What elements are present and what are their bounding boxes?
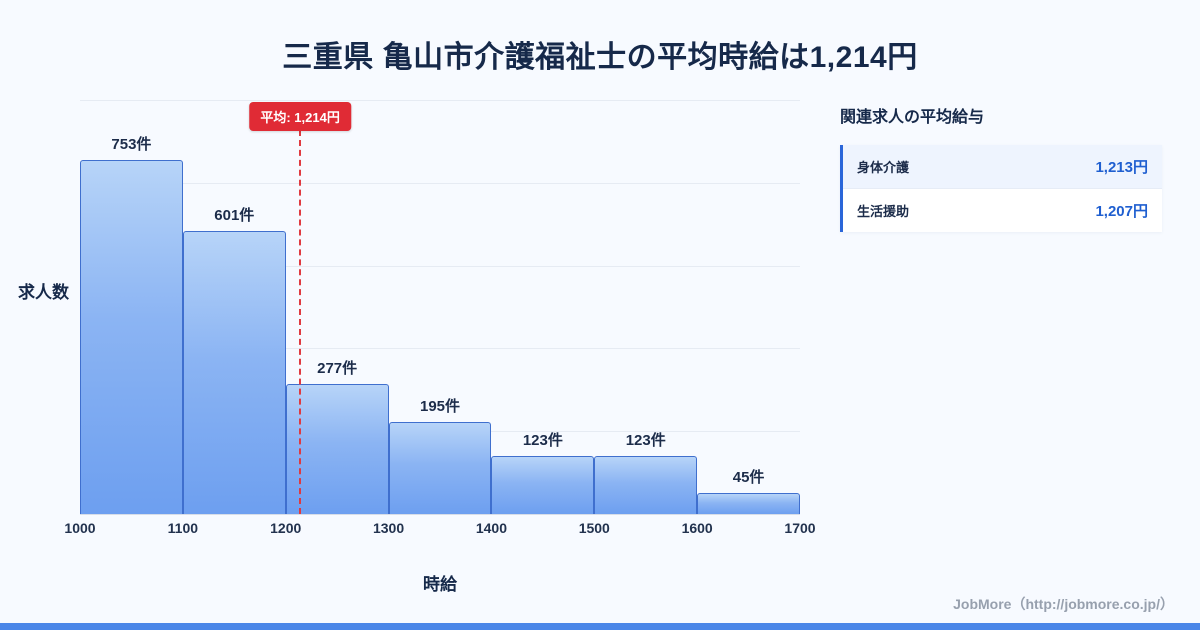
- gridline: [80, 182, 800, 184]
- related-jobs-heading: 関連求人の平均給与: [840, 109, 985, 126]
- related-job-value: 1,213円: [1095, 159, 1148, 176]
- bar: [285, 383, 389, 514]
- bar-value-label: 45件: [732, 468, 765, 486]
- bar-slot: 601件: [182, 100, 286, 514]
- gridline: [80, 100, 800, 101]
- x-tick-label: 1500: [578, 520, 610, 536]
- x-tick-label: 1700: [784, 520, 816, 536]
- bar-slot: 123件: [594, 100, 698, 514]
- bar-slot: 277件: [285, 100, 389, 514]
- x-axis-label: 時給: [423, 575, 457, 594]
- page-title: 三重県 亀山市介護福祉士の平均時給は1,214円: [282, 41, 918, 74]
- bar-slot: 195件: [388, 100, 492, 514]
- bar: [388, 422, 492, 514]
- x-tick-label: 1600: [681, 520, 713, 536]
- related-job-row: 身体介護 1,213円: [843, 145, 1162, 189]
- average-badge: 平均: 1,214円: [249, 102, 351, 131]
- bar: [697, 492, 801, 514]
- bar-slot: 45件: [697, 100, 801, 514]
- bar-value-label: 601件: [214, 207, 255, 225]
- related-job-row: 生活援助 1,207円: [843, 189, 1162, 232]
- bar: [80, 159, 183, 514]
- related-jobs-panel: 関連求人の平均給与 身体介護 1,213円 生活援助 1,207円: [840, 103, 1162, 232]
- bar-value-label: 277件: [317, 359, 358, 377]
- bar-value-label: 123件: [522, 432, 563, 450]
- y-axis-label: 求人数: [18, 283, 69, 302]
- bar: [491, 456, 595, 514]
- bars-container: 753件 601件 277件 195件 123件 123件 45件: [80, 100, 801, 514]
- average-line: [299, 130, 302, 514]
- gridline: [80, 348, 800, 350]
- x-tick-label: 1000: [64, 520, 96, 536]
- x-tick-label: 1300: [372, 520, 405, 536]
- bar-value-label: 753件: [111, 135, 152, 153]
- bar-value-label: 195件: [419, 398, 461, 416]
- x-tick-label: 1400: [475, 520, 507, 536]
- plot-area: 753件 601件 277件 195件 123件 123件 45件 平均: 1,214円: [80, 100, 801, 515]
- bar-value-label: 123件: [625, 432, 666, 450]
- related-job-label: 身体介護: [857, 160, 910, 175]
- bar: [594, 456, 698, 514]
- bottom-accent-bar: [0, 623, 1200, 630]
- related-job-label: 生活援助: [857, 204, 910, 219]
- related-jobs-card: 身体介護 1,213円 生活援助 1,207円: [840, 145, 1162, 232]
- x-tick-label: 1200: [270, 520, 302, 536]
- footer-credit: JobMore（http://jobmore.co.jp/）: [953, 596, 1174, 612]
- bar-slot: 753件: [80, 100, 183, 514]
- related-job-value: 1,207円: [1095, 203, 1148, 220]
- x-axis-ticks: 1000 1100 1200 1300 1400 1500 1600 1700: [64, 520, 815, 542]
- gridline: [80, 265, 800, 267]
- bar: [182, 231, 286, 514]
- bar-slot: 123件: [491, 100, 595, 514]
- x-tick-label: 1100: [167, 520, 199, 536]
